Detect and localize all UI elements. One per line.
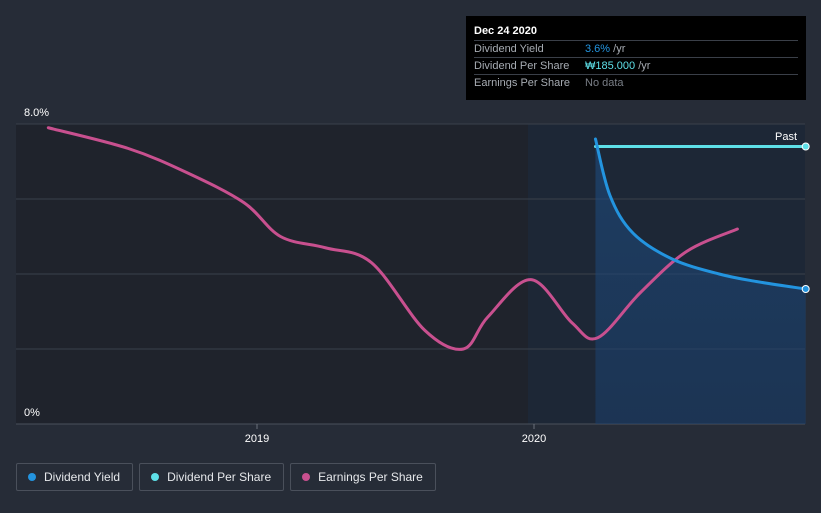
legend-dividend-yield[interactable]: Dividend Yield	[16, 463, 134, 491]
legend-label: Earnings Per Share	[318, 470, 423, 484]
dividend-yield-endpoint	[801, 285, 810, 293]
legend: Dividend Yield Dividend Per Share Earnings…	[16, 463, 436, 491]
legend-label: Dividend Yield	[44, 470, 121, 484]
dividend-yield-area	[595, 139, 806, 424]
tooltip-row-suffix: /yr	[635, 60, 651, 72]
dividend-per-share-endpoint	[801, 142, 810, 151]
tooltip-date: Dec 24 2020	[474, 24, 798, 41]
dividend-yield-line	[593, 137, 808, 291]
tooltip-row-number: ₩185.000	[585, 60, 636, 72]
tooltip-row-suffix: /yr	[610, 43, 626, 55]
series-layer	[46, 126, 810, 351]
tooltip-row-value: No data	[585, 75, 624, 91]
tooltip-row: Dividend Per Share ₩185.000 /yr	[474, 58, 798, 75]
tooltip-row-number: No data	[585, 77, 624, 89]
legend-earnings-per-share[interactable]: Earnings Per Share	[290, 463, 436, 491]
legend-dividend-per-share[interactable]: Dividend Per Share	[139, 463, 285, 491]
tooltip-rows: Dividend Yield 3.6% /yr Dividend Per Share…	[474, 41, 798, 91]
earnings-per-share-line	[46, 126, 739, 351]
tooltip-row-label: Earnings Per Share	[474, 77, 570, 89]
tooltip-row-number: 3.6%	[585, 43, 611, 55]
past-label: Past	[775, 131, 797, 143]
tooltip-row-label: Dividend Yield	[474, 43, 544, 55]
legend-dot-icon	[302, 473, 311, 481]
x-tick-label: 2019	[245, 433, 269, 445]
tooltip-row: Dividend Yield 3.6% /yr	[474, 41, 798, 58]
tooltip-row-label: Dividend Per Share	[474, 60, 570, 72]
tooltip-row-value: 3.6% /yr	[585, 41, 625, 57]
y-axis: 8.0% 0%	[24, 107, 49, 419]
tooltip-row: Earnings Per Share No data	[474, 75, 798, 91]
y-tick-label: 0%	[24, 407, 40, 419]
x-axis: 2019 2020	[245, 424, 546, 445]
x-tick-label: 2020	[522, 433, 546, 445]
tooltip-row-value: ₩185.000 /yr	[585, 58, 650, 74]
legend-label: Dividend Per Share	[167, 470, 272, 484]
legend-dot-icon	[151, 473, 160, 481]
y-tick-label: 8.0%	[24, 107, 49, 119]
tooltip: Dec 24 2020 Dividend Yield 3.6% /yr Divide…	[466, 16, 806, 100]
legend-dot-icon	[28, 473, 36, 481]
